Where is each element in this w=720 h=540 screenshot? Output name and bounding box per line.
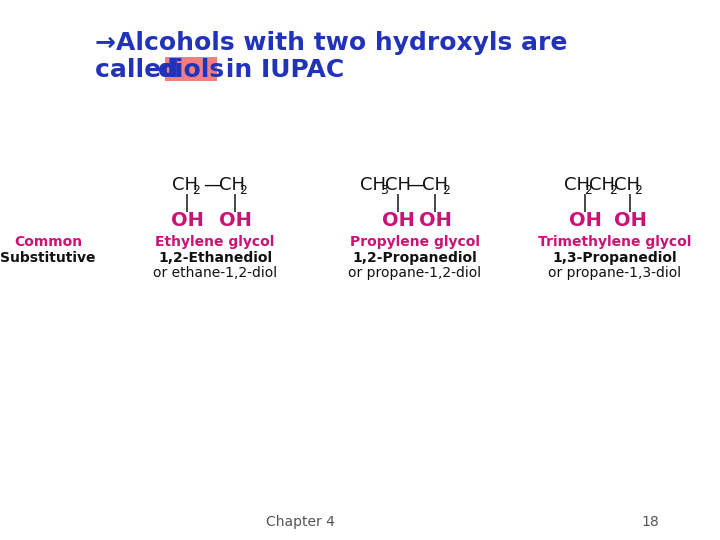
Text: CH: CH (360, 176, 386, 194)
Text: 2: 2 (609, 184, 617, 197)
Text: CH: CH (219, 176, 245, 194)
Text: or propane-1,2-diol: or propane-1,2-diol (348, 266, 482, 280)
Text: |: | (582, 194, 588, 212)
Text: CH: CH (385, 176, 411, 194)
Text: Trimethylene glycol: Trimethylene glycol (539, 235, 692, 249)
Text: CH: CH (564, 176, 590, 194)
Text: —: — (203, 176, 221, 194)
Text: 1,2-Propanediol: 1,2-Propanediol (353, 251, 477, 265)
Text: 2: 2 (634, 184, 642, 197)
Text: 1,2-Ethanediol: 1,2-Ethanediol (158, 251, 272, 265)
Text: OH: OH (613, 211, 647, 229)
FancyBboxPatch shape (165, 57, 217, 81)
Text: CH: CH (589, 176, 615, 194)
Text: |: | (395, 194, 401, 212)
Text: Chapter 4: Chapter 4 (266, 515, 334, 529)
Text: →Alcohols with two hydroxyls are: →Alcohols with two hydroxyls are (95, 31, 567, 55)
Text: 2: 2 (584, 184, 592, 197)
Text: OH: OH (569, 211, 601, 229)
Text: in IUPAC: in IUPAC (217, 58, 344, 82)
Text: CH: CH (172, 176, 198, 194)
Text: 1,3-Propanediol: 1,3-Propanediol (553, 251, 678, 265)
Text: |: | (432, 194, 438, 212)
Text: diols: diols (158, 58, 225, 82)
Text: —: — (407, 176, 425, 194)
Text: Common: Common (14, 235, 82, 249)
Text: or ethane-1,2-diol: or ethane-1,2-diol (153, 266, 277, 280)
Text: OH: OH (382, 211, 415, 229)
Text: |: | (184, 194, 190, 212)
Text: Substitutive: Substitutive (0, 251, 96, 265)
Text: OH: OH (171, 211, 204, 229)
Text: |: | (232, 194, 238, 212)
Text: 2: 2 (192, 184, 200, 197)
Text: 18: 18 (641, 515, 659, 529)
Text: or propane-1,3-diol: or propane-1,3-diol (549, 266, 682, 280)
Text: CH: CH (422, 176, 448, 194)
Text: 2: 2 (239, 184, 247, 197)
Text: called: called (95, 58, 188, 82)
Text: OH: OH (219, 211, 251, 229)
Text: 2: 2 (442, 184, 450, 197)
Text: Propylene glycol: Propylene glycol (350, 235, 480, 249)
Text: 3: 3 (380, 184, 388, 197)
Text: CH: CH (614, 176, 640, 194)
Text: OH: OH (418, 211, 451, 229)
Text: |: | (627, 194, 633, 212)
Text: Ethylene glycol: Ethylene glycol (156, 235, 275, 249)
